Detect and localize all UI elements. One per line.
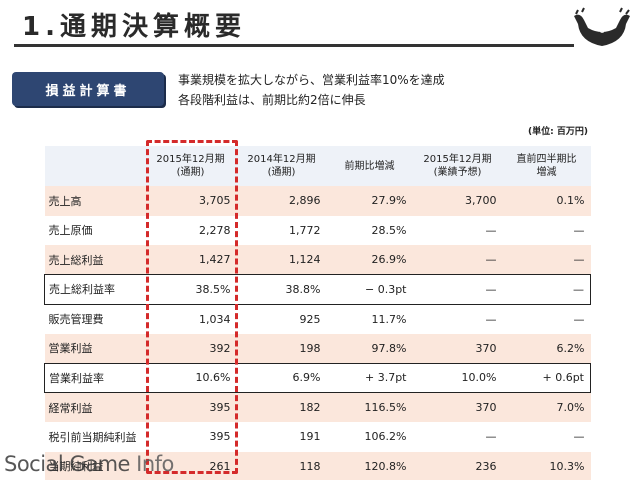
cell-yoy: 28.5% [326, 215, 413, 245]
column-header-line: (業績予想) [433, 167, 482, 178]
row-label: 営業利益率 [44, 362, 145, 393]
summary-line: 事業規模を拡大しながら、営業利益率10%を達成 [178, 73, 445, 87]
cell-forecast: 236 [412, 451, 503, 480]
column-header-line: 前期比増減 [344, 160, 395, 172]
watermark-text: Info [136, 452, 174, 476]
cell-fy2014: 2,896 [236, 186, 327, 216]
cell-yoy: 106.2% [326, 422, 413, 452]
cell-qoq: 10.3% [502, 451, 591, 480]
row-label: 売上高 [44, 186, 145, 216]
cell-yoy: 26.9% [326, 245, 413, 275]
cell-fy2015: 1,427 [144, 245, 237, 275]
cell-fy2015: 392 [144, 333, 237, 363]
cell-yoy: 27.9% [326, 186, 413, 216]
table-header-row: 2015年12月期 (通期) 2014年12月期 (通期) 前期比増減 2015… [44, 146, 591, 186]
table-row: 売上原価 2,278 1,772 28.5% — — [44, 215, 591, 245]
watermark-logo: Social Game Info [4, 452, 174, 476]
cell-yoy: 116.5% [326, 392, 413, 422]
unit-note: (単位: 百万円) [528, 127, 588, 137]
watermark-text: Social Game [4, 452, 130, 476]
cell-qoq: + 0.6pt [502, 362, 591, 393]
table-row-highlighted: 営業利益率 10.6% 6.9% + 3.7pt 10.0% + 0.6pt [44, 362, 591, 393]
cell-forecast: 10.0% [412, 362, 503, 393]
cell-fy2015: 38.5% [144, 274, 237, 305]
cell-qoq: 0.1% [502, 186, 591, 216]
column-header-yoy: 前期比増減 [326, 146, 413, 186]
table-row: 経常利益 395 182 116.5% 370 7.0% [44, 392, 591, 422]
cell-qoq: — [502, 304, 591, 334]
cell-fy2014: 1,772 [236, 215, 327, 245]
cell-fy2014: 182 [236, 392, 327, 422]
column-header-line: 直前四半期比 [516, 154, 577, 165]
column-header-line: 2015年12月期 [156, 154, 225, 165]
cell-forecast: 370 [412, 333, 503, 363]
title-underline [14, 44, 574, 47]
row-label: 当期純利益 [44, 451, 145, 480]
cell-qoq: — [502, 274, 591, 305]
cell-forecast: — [412, 422, 503, 452]
column-header-line: (通期) [176, 167, 205, 178]
cell-fy2014: 198 [236, 333, 327, 363]
cell-forecast: — [412, 215, 503, 245]
row-label: 販売管理費 [44, 304, 145, 334]
cell-forecast: — [412, 304, 503, 334]
row-label: 営業利益 [44, 333, 145, 363]
column-header-line: 2015年12月期 [423, 154, 492, 165]
table-row: 当期純利益 261 118 120.8% 236 10.3% [44, 451, 591, 480]
row-label: 売上原価 [44, 215, 145, 245]
row-label: 税引前当期純利益 [44, 422, 145, 452]
page-number: 6 [599, 26, 605, 36]
cell-fy2015: 2,278 [144, 215, 237, 245]
cell-yoy: 97.8% [326, 333, 413, 363]
table-row: 営業利益 392 198 97.8% 370 6.2% [44, 333, 591, 363]
cell-forecast: — [412, 274, 503, 305]
cell-qoq: — [502, 215, 591, 245]
cell-forecast: 3,700 [412, 186, 503, 216]
cell-yoy: + 3.7pt [326, 362, 413, 393]
cell-fy2015: 10.6% [144, 362, 237, 393]
income-statement-table: 2015年12月期 (通期) 2014年12月期 (通期) 前期比増減 2015… [44, 146, 591, 480]
slide-title: 1.通期決算概要 [22, 12, 246, 42]
cell-fy2015: 395 [144, 422, 237, 452]
cell-fy2015: 1,034 [144, 304, 237, 334]
column-header-line: 2014年12月期 [247, 154, 316, 165]
cell-fy2014: 1,124 [236, 245, 327, 275]
summary-text: 事業規模を拡大しながら、営業利益率10%を達成 各段階利益は、前期比約2倍に伸長 [178, 70, 445, 110]
row-label: 売上総利益率 [44, 274, 145, 305]
cell-yoy: − 0.3pt [326, 274, 413, 305]
cell-fy2014: 925 [236, 304, 327, 334]
table-row: 税引前当期純利益 395 191 106.2% — — [44, 422, 591, 452]
summary-line: 各段階利益は、前期比約2倍に伸長 [178, 93, 366, 107]
column-header-forecast: 2015年12月期 (業績予想) [412, 146, 503, 186]
cell-fy2014: 6.9% [236, 362, 327, 393]
cell-fy2014: 38.8% [236, 274, 327, 305]
table-row: 売上総利益 1,427 1,124 26.9% — — [44, 245, 591, 275]
cell-fy2014: 191 [236, 422, 327, 452]
cell-qoq: 7.0% [502, 392, 591, 422]
table-row: 販売管理費 1,034 925 11.7% — — [44, 304, 591, 334]
cell-fy2015: 3,705 [144, 186, 237, 216]
column-header-qoq: 直前四半期比 増減 [502, 146, 591, 186]
cell-qoq: — [502, 245, 591, 275]
cell-yoy: 120.8% [326, 451, 413, 480]
column-header-fy2014: 2014年12月期 (通期) [236, 146, 327, 186]
table-row: 売上高 3,705 2,896 27.9% 3,700 0.1% [44, 186, 591, 216]
column-header-line: (通期) [267, 167, 296, 178]
cell-forecast: 370 [412, 392, 503, 422]
column-header-fy2015: 2015年12月期 (通期) [144, 146, 237, 186]
cell-forecast: — [412, 245, 503, 275]
section-label: 損益計算書 [12, 72, 164, 106]
row-label: 売上総利益 [44, 245, 145, 275]
column-header-blank [44, 146, 145, 186]
column-header-line: 増減 [536, 167, 557, 178]
cell-fy2015: 395 [144, 392, 237, 422]
row-label: 経常利益 [44, 392, 145, 422]
boat-mascot-icon [574, 7, 630, 46]
cell-fy2015: 261 [144, 451, 237, 480]
cell-fy2014: 118 [236, 451, 327, 480]
table-row-highlighted: 売上総利益率 38.5% 38.8% − 0.3pt — — [44, 274, 591, 305]
cell-yoy: 11.7% [326, 304, 413, 334]
cell-qoq: 6.2% [502, 333, 591, 363]
cell-qoq: — [502, 422, 591, 452]
